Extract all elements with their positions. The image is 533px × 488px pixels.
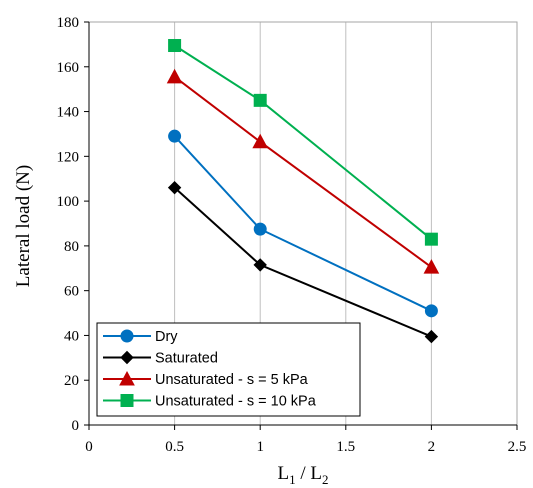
y-tick-label: 0 — [72, 418, 80, 434]
x-axis-title: L1 / L2 — [278, 463, 329, 487]
series-3 — [166, 68, 440, 274]
y-tick-label: 160 — [57, 60, 80, 76]
data-point — [168, 129, 182, 143]
data-point — [424, 232, 438, 246]
data-point — [424, 304, 438, 318]
series-line — [173, 186, 432, 338]
x-tick-label: 0 — [85, 439, 93, 455]
series-layer — [166, 39, 440, 344]
data-point — [166, 68, 183, 84]
data-point — [424, 329, 439, 344]
y-tick-label: 20 — [64, 373, 79, 389]
legend-label: Saturated — [155, 351, 218, 367]
data-point — [253, 222, 267, 236]
y-tick-label: 140 — [57, 105, 80, 121]
series-1 — [168, 129, 438, 318]
data-point — [168, 39, 182, 53]
legend-marker — [119, 370, 135, 386]
legend-item: Unsaturated - s = 10 kPa — [103, 394, 317, 410]
y-tick-label: 120 — [57, 149, 80, 165]
y-tick-label: 80 — [64, 239, 79, 255]
x-axis-title-sub1: 1 — [289, 472, 296, 487]
series-2 — [167, 180, 439, 344]
x-axis-title-sep: / L — [296, 463, 322, 484]
data-point — [253, 93, 267, 107]
data-point — [167, 180, 182, 195]
legend-item: Unsaturated - s = 5 kPa — [103, 370, 309, 388]
legend-item: Dry — [103, 329, 178, 345]
x-tick-label: 1 — [256, 439, 264, 455]
tick-labels: 0 20 40 60 80 100 120 140 160 180 0 0.5 1 1.5 2 2.5 — [57, 15, 527, 455]
legend-label: Unsaturated - s = 5 kPa — [155, 372, 309, 388]
x-axis-title-main: L — [278, 463, 290, 484]
legend-item: Saturated — [103, 351, 218, 367]
x-tick-label: 0.5 — [165, 439, 184, 455]
legend-marker — [120, 329, 134, 343]
data-point — [253, 258, 267, 272]
y-tick-label: 40 — [64, 328, 79, 344]
legend-marker — [120, 394, 134, 407]
legend: Dry Saturated Unsaturated - s = 5 kPa Unsat… — [96, 322, 361, 417]
y-axis-title: Lateral load (N) — [13, 165, 34, 287]
y-tick-label: 100 — [57, 194, 80, 210]
legend-label: Unsaturated - s = 10 kPa — [155, 394, 317, 410]
data-point — [252, 133, 269, 149]
data-point — [423, 259, 440, 274]
x-tick-label: 2 — [428, 439, 436, 455]
y-tick-label: 60 — [64, 284, 79, 300]
series-line — [173, 76, 432, 268]
legend-label: Dry — [155, 329, 178, 345]
legend-items: Dry Saturated Unsaturated - s = 5 kPa Unsat… — [103, 329, 317, 410]
x-tick-label: 2.5 — [508, 439, 527, 455]
legend-marker — [120, 350, 134, 365]
y-tick-label: 180 — [57, 15, 80, 31]
x-axis-title-sub2: 2 — [322, 472, 329, 487]
series-4 — [168, 39, 438, 246]
series-line — [174, 44, 433, 240]
x-tick-label: 1.5 — [336, 439, 355, 455]
axes-layer — [84, 21, 518, 430]
